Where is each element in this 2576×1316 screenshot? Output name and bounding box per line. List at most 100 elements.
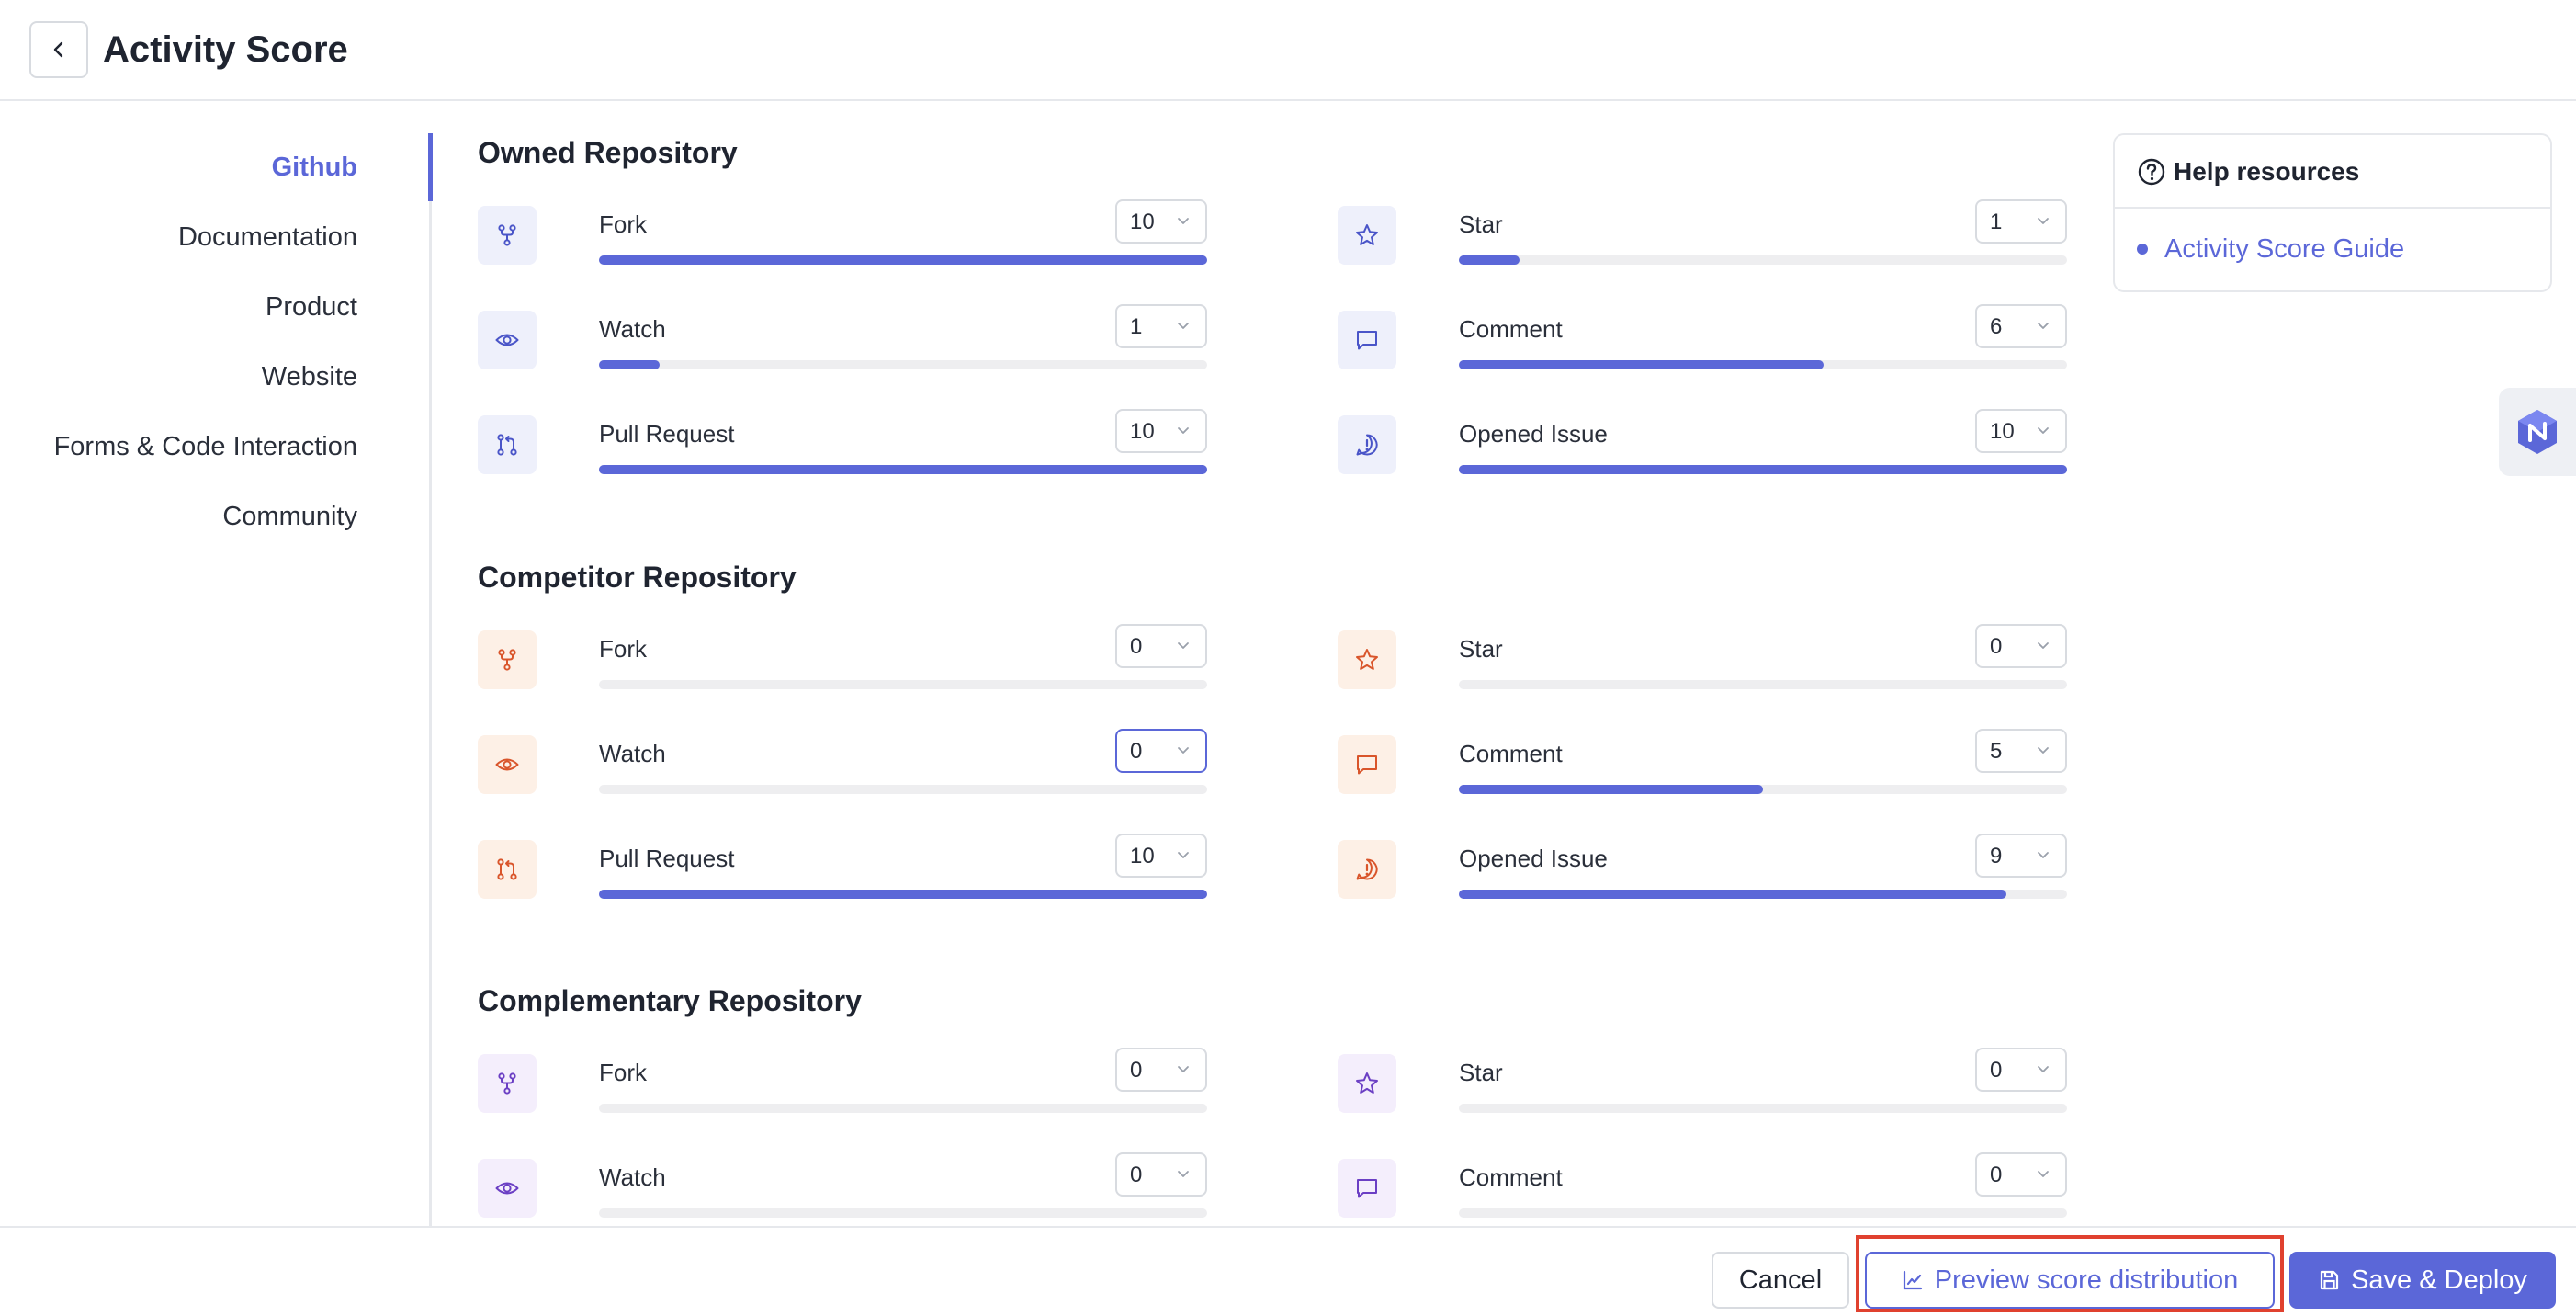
score-bar-fill [599,360,661,369]
score-bar-fill [1459,360,1825,369]
star-icon [1338,630,1396,689]
metric-label: Comment [1459,740,1563,767]
score-select[interactable]: 9 [1975,834,2067,878]
score-select[interactable]: 0 [1975,1048,2067,1092]
competitor-repository-fork-metric: Fork 0 [478,624,1213,722]
score-select[interactable]: 10 [1115,199,1207,244]
chevron-down-icon [2038,427,2049,434]
chevron-down-icon [1178,1066,1189,1072]
chevron-down-icon [2038,747,2049,754]
chevron-down-icon [1178,323,1189,329]
chevron-down-icon [1178,1171,1189,1177]
score-bar-fill [599,890,1207,899]
fork-icon [478,630,537,689]
score-bar-track [599,1104,1207,1113]
chevron-down-icon [1178,747,1189,754]
score-select[interactable]: 0 [1975,1152,2067,1197]
cancel-button[interactable]: Cancel [1712,1252,1849,1309]
score-select[interactable]: 6 [1975,304,2067,348]
sidebar-item-community[interactable]: Community [222,502,357,531]
owned-repository-pull-request-metric: Pull Request 10 [478,409,1213,507]
score-select[interactable]: 0 [1115,729,1207,773]
footer-bar: Cancel Preview score distribution Save &… [0,1226,2576,1316]
save-icon [2320,1270,2339,1290]
preview-score-distribution-button[interactable]: Preview score distribution [1865,1252,2275,1309]
competitor-repository-title: Competitor Repository [478,561,797,594]
metric-label: Star [1459,210,1503,238]
score-select[interactable]: 0 [1115,1048,1207,1092]
comment-icon [1338,311,1396,369]
score-select[interactable]: 5 [1975,729,2067,773]
score-bar-track [1459,1208,2067,1218]
chevron-down-icon [2038,1066,2049,1072]
help-resources-title: Help resources [2174,157,2360,186]
score-select-value: 10 [1130,210,1155,234]
star-icon [1338,1054,1396,1113]
alert-icon [1338,840,1396,899]
eye-icon [478,735,537,794]
score-bar-track [599,360,1207,369]
back-button[interactable] [29,21,88,78]
sidebar-item-forms-code-interaction[interactable]: Forms & Code Interaction [53,432,357,461]
sidebar-item-product[interactable]: Product [266,292,357,322]
score-select[interactable]: 0 [1115,1152,1207,1197]
competitor-repository-comment-metric: Comment 5 [1338,729,2073,827]
score-select[interactable]: 10 [1975,409,2067,453]
owned-repository-star-metric: Star 1 [1338,199,2073,298]
chevron-down-icon [1178,427,1189,434]
sidebar-item-github[interactable]: Github [271,153,357,182]
competitor-repository-pull-request-metric: Pull Request 10 [478,834,1213,932]
competitor-repository-watch-metric: Watch 0 [478,729,1213,827]
chevron-down-icon [2038,218,2049,224]
score-select-value: 1 [1130,314,1143,339]
score-bar-track [1459,890,2067,899]
line-chart-icon [1903,1270,1922,1290]
sidebar-item-documentation[interactable]: Documentation [177,222,357,252]
score-select[interactable]: 1 [1975,199,2067,244]
score-bar-fill [1459,890,2006,899]
score-select-value: 10 [1130,419,1155,444]
score-bar-fill [599,255,1207,265]
owned-repository-opened-issue-metric: Opened Issue 10 [1338,409,2073,507]
main-content: Owned Repository Fork 10 Star 1 Watch 1 Comment… [478,129,2076,1227]
complementary-repository-title: Complementary Repository [478,984,862,1017]
metric-label: Opened Issue [1459,420,1608,448]
score-bar-track [599,890,1207,899]
save-deploy-button[interactable]: Save & Deploy [2289,1252,2556,1309]
score-select[interactable]: 10 [1115,834,1207,878]
metric-label: Watch [599,740,666,767]
activity-score-guide-link[interactable]: Activity Score Guide [2164,234,2405,264]
score-bar-track [1459,1104,2067,1113]
pull-request-icon [478,415,537,474]
sidebar-item-website[interactable]: Website [261,362,357,391]
complementary-repository-comment-metric: Comment 0 [1338,1152,2073,1227]
metric-label: Fork [599,1059,647,1086]
metric-label: Comment [1459,1163,1563,1191]
score-bar-track [1459,255,2067,265]
score-bar-track [599,255,1207,265]
score-select[interactable]: 1 [1115,304,1207,348]
score-bar-fill [1459,255,1520,265]
score-bar-fill [1459,785,1763,794]
score-select[interactable]: 0 [1975,624,2067,668]
score-select[interactable]: 0 [1115,624,1207,668]
competitor-repository-star-metric: Star 0 [1338,624,2073,722]
score-select-value: 10 [1990,419,2015,444]
score-select-value: 0 [1130,739,1143,764]
score-select-value: 0 [1130,634,1143,659]
chevron-left-icon [53,41,63,58]
floating-assistant-widget[interactable] [2499,388,2576,476]
score-select-value: 0 [1990,634,2003,659]
score-bar-track [1459,360,2067,369]
highlight-box [1856,1235,2284,1312]
chevron-down-icon [2038,852,2049,858]
owned-repository-watch-metric: Watch 1 [478,304,1213,403]
comment-icon [1338,735,1396,794]
score-select-value: 0 [1130,1058,1143,1083]
sidebar-active-indicator [428,133,433,201]
score-select-value: 0 [1990,1163,2003,1187]
star-icon [1338,206,1396,265]
score-select[interactable]: 10 [1115,409,1207,453]
complementary-repository-star-metric: Star 0 [1338,1048,2073,1146]
complementary-repository-fork-metric: Fork 0 [478,1048,1213,1146]
